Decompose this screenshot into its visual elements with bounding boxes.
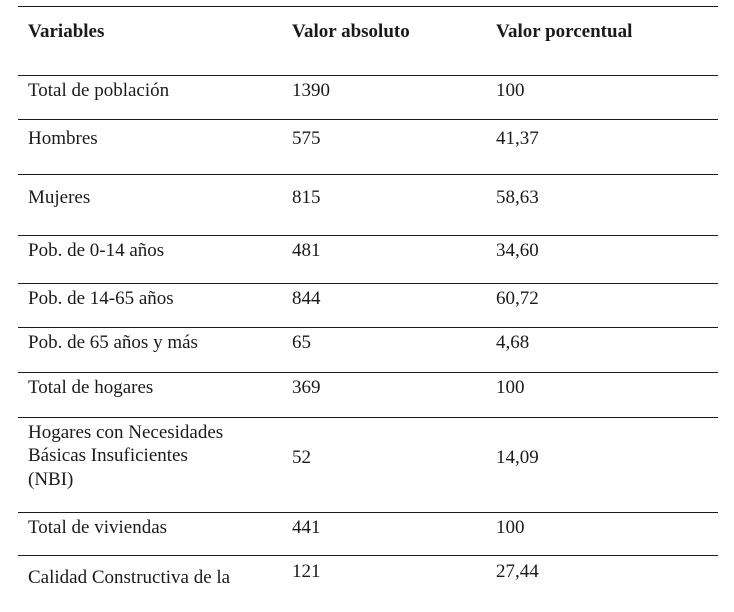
table-rule-top	[18, 6, 718, 7]
table-cell-absoluto: 121	[292, 561, 321, 582]
table-cell-absoluto: 844	[292, 288, 321, 309]
table-cell-porcentual: 60,72	[496, 288, 539, 309]
table-rule	[18, 174, 718, 175]
table-cell-porcentual: 27,44	[496, 561, 539, 582]
table-cell-absoluto: 481	[292, 240, 321, 261]
table-cell-variable: Pob. de 0-14 años	[28, 240, 165, 261]
table-cell-porcentual: 14,09	[496, 447, 539, 468]
table-rule	[18, 372, 718, 373]
table-cell-variable: Hombres	[28, 128, 98, 149]
column-header-valor-absoluto: Valor absoluto	[292, 21, 410, 42]
table-cell-porcentual: 58,63	[496, 187, 539, 208]
table-cell-absoluto: 52	[292, 447, 311, 468]
table-cell-variable-line: (NBI)	[28, 469, 74, 490]
table-rule	[18, 327, 718, 328]
table-cell-variable: Total de viviendas	[28, 517, 168, 538]
table-rule	[18, 283, 718, 284]
table-cell-absoluto: 815	[292, 187, 321, 208]
table-cell-porcentual: 100	[496, 80, 525, 101]
table-cell-variable: Total de población	[28, 80, 170, 101]
table-cell-variable: Calidad Constructiva de la	[28, 567, 231, 588]
table-rule	[18, 235, 718, 236]
column-header-valor-porcentual: Valor porcentual	[496, 21, 633, 42]
table-cell-variable: Total de hogares	[28, 377, 154, 398]
table-cell-variable: Mujeres	[28, 187, 91, 208]
table-cell-variable-line: Básicas Insuficientes	[28, 445, 188, 466]
table-cell-porcentual: 100	[496, 517, 525, 538]
table-rule-header	[18, 75, 718, 76]
table-rule	[18, 512, 718, 513]
table-cell-absoluto: 369	[292, 377, 321, 398]
table-rule	[18, 119, 718, 120]
table-rule	[18, 555, 718, 556]
table-cell-variable-line: Hogares con Necesidades	[28, 422, 224, 443]
table-cell-variable: Pob. de 65 años y más	[28, 332, 198, 353]
table-cell-variable: Pob. de 14-65 años	[28, 288, 174, 309]
table-cell-porcentual: 4,68	[496, 332, 530, 353]
table-cell-porcentual: 34,60	[496, 240, 539, 261]
table-rule	[18, 417, 718, 418]
table-cell-absoluto: 65	[292, 332, 311, 353]
table-cell-porcentual: 41,37	[496, 128, 539, 149]
table-cell-absoluto: 1390	[292, 80, 330, 101]
table-cell-absoluto: 575	[292, 128, 321, 149]
data-table: Variables Valor absoluto Valor porcentua…	[18, 0, 718, 612]
table-cell-absoluto: 441	[292, 517, 321, 538]
table-cell-porcentual: 100	[496, 377, 525, 398]
column-header-variables: Variables	[28, 21, 105, 42]
